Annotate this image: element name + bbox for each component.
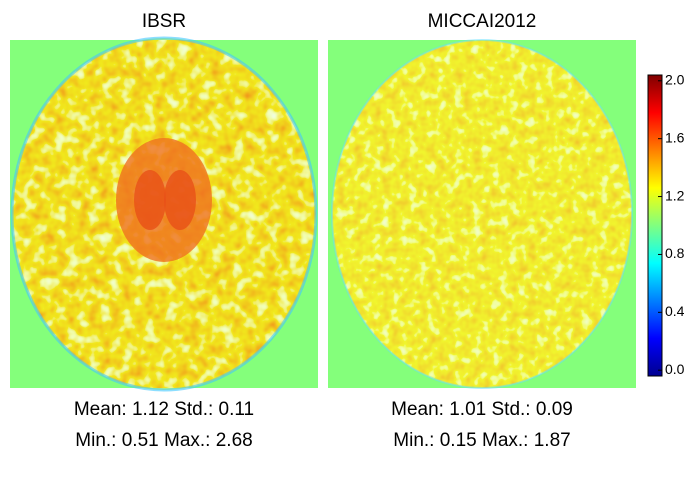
tick-label: 0.8: [665, 245, 685, 261]
tick-label: 0.0: [665, 361, 685, 377]
tick-label: 0.4: [665, 303, 685, 319]
caption: Mean: 1.01 Std.: 0.09: [391, 399, 573, 420]
tick-label: 1.6: [665, 129, 685, 145]
ibsr-image: [10, 36, 318, 392]
colorbar: [647, 74, 663, 377]
panel-title: IBSR: [142, 11, 186, 32]
tick-label: 2.0: [665, 71, 685, 87]
caption: Min.: 0.51 Max.: 2.68: [75, 430, 252, 451]
caption: Mean: 1.12 Std.: 0.11: [74, 399, 254, 420]
miccai-image: [328, 39, 636, 389]
panel-title: MICCAI2012: [428, 11, 537, 32]
caption: Min.: 0.15 Max.: 1.87: [393, 430, 570, 451]
tick-label: 1.2: [665, 187, 685, 203]
